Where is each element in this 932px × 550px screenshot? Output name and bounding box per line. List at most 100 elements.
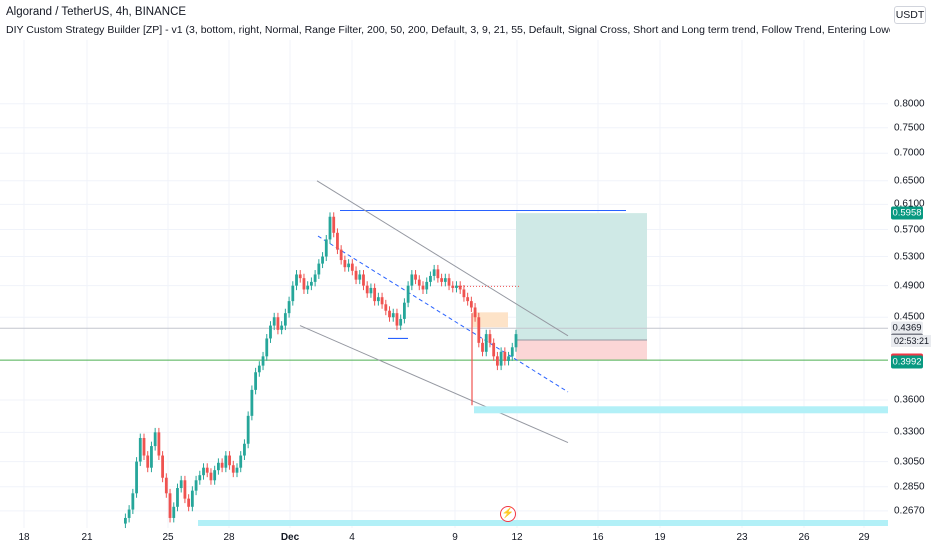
candle-body [164, 477, 168, 494]
candle-body [142, 437, 146, 456]
x-tick-label: 16 [592, 532, 604, 543]
chart-overlays [0, 180, 888, 526]
candle-body [220, 462, 224, 468]
candle-body [343, 260, 347, 268]
price-label: 0.3992 [891, 355, 923, 369]
candle-body [391, 313, 395, 318]
candle-body [135, 461, 138, 494]
candles [124, 212, 518, 529]
x-tick-label: 21 [81, 532, 93, 543]
candle-body [336, 232, 339, 250]
lightning-icon[interactable]: ⚡ [500, 506, 516, 522]
y-tick-label: 0.3050 [894, 456, 925, 468]
candle-body [507, 356, 510, 361]
y-tick-label: 0.8000 [894, 98, 925, 110]
candle-body [365, 285, 369, 294]
candle-body [406, 285, 410, 303]
chart-grid [0, 40, 888, 528]
signal-band [474, 406, 888, 414]
y-tick-label: 0.7500 [894, 122, 925, 134]
candle-body [295, 274, 298, 286]
candle-body [280, 325, 284, 330]
candle-body [209, 472, 213, 481]
candle-body [161, 455, 164, 478]
candle-body [350, 263, 354, 271]
candle-body [224, 455, 228, 468]
candle-body [228, 455, 231, 466]
y-tick-label: 0.5700 [894, 224, 925, 236]
candle-body [172, 506, 176, 518]
candle-body [347, 263, 350, 268]
candle-body [124, 517, 127, 524]
candle-body [261, 356, 265, 366]
candle-body [157, 432, 161, 456]
price-label: 0.5958 [891, 206, 923, 220]
candle-body [440, 278, 443, 282]
symbol-title[interactable]: Algorand / TetherUS, 4h, BINANCE [6, 6, 187, 18]
x-tick-label: 28 [223, 532, 235, 543]
candle-body [432, 269, 436, 276]
candle-body [310, 281, 313, 286]
x-tick-label: 19 [654, 532, 666, 543]
x-tick-label: 18 [18, 532, 30, 543]
x-tick-label: 4 [349, 532, 355, 543]
candle-body [443, 278, 447, 282]
candle-body [354, 270, 358, 280]
candle-body [235, 467, 239, 473]
candle-body [243, 443, 246, 456]
candle-body [451, 285, 455, 288]
candle-body [254, 372, 257, 390]
y-tick-label: 0.4500 [894, 311, 925, 323]
candle-body [484, 334, 488, 352]
candle-body [146, 455, 150, 468]
y-tick-label: 0.6100 [894, 198, 925, 210]
x-tick-label: 23 [736, 532, 748, 543]
candle-body [302, 278, 306, 290]
x-tick-label: 29 [858, 532, 870, 543]
x-tick-label: Dec [280, 532, 300, 543]
candle-body [488, 334, 492, 343]
candle-body [205, 467, 209, 473]
candle-body [395, 313, 399, 326]
indicator-legend[interactable]: DIY Custom Strategy Builder [ZP] - v1 (3… [6, 24, 890, 36]
candle-body [380, 297, 384, 305]
candle-body [317, 263, 321, 275]
candle-body [458, 285, 462, 290]
candle-body [373, 287, 377, 302]
candle-body [492, 342, 496, 357]
candle-body [421, 285, 425, 290]
y-tick-label: 0.3300 [894, 426, 925, 438]
candle-body [388, 310, 391, 318]
take-profit-zone [516, 213, 647, 340]
candle-body [298, 274, 302, 279]
candle-body [202, 467, 205, 476]
bottom-band [198, 520, 888, 526]
candle-body [473, 307, 477, 318]
candle-body [462, 289, 466, 298]
candle-body [239, 455, 243, 468]
candle-body [358, 274, 362, 280]
candle-body [257, 365, 261, 373]
candle-body [510, 347, 514, 357]
candle-body [198, 475, 202, 481]
candle-body [283, 313, 287, 326]
currency-button[interactable]: USDT [894, 6, 926, 24]
candle-body [265, 338, 269, 357]
candle-body [332, 216, 336, 233]
x-tick-label: 26 [798, 532, 810, 543]
channel-mid [317, 235, 569, 393]
candle-body [131, 493, 135, 510]
candle-body [410, 274, 414, 286]
candle-body [496, 356, 499, 366]
x-tick-label: 25 [162, 532, 174, 543]
candle-body [477, 317, 481, 343]
candle-body [469, 301, 473, 308]
candle-body [276, 317, 280, 330]
candle-body [127, 509, 131, 518]
candle-body [183, 480, 187, 499]
candle-body [179, 480, 183, 489]
candle-body [436, 269, 440, 279]
y-tick-label: 0.5300 [894, 251, 925, 263]
y-tick-label: 0.4900 [894, 280, 925, 292]
